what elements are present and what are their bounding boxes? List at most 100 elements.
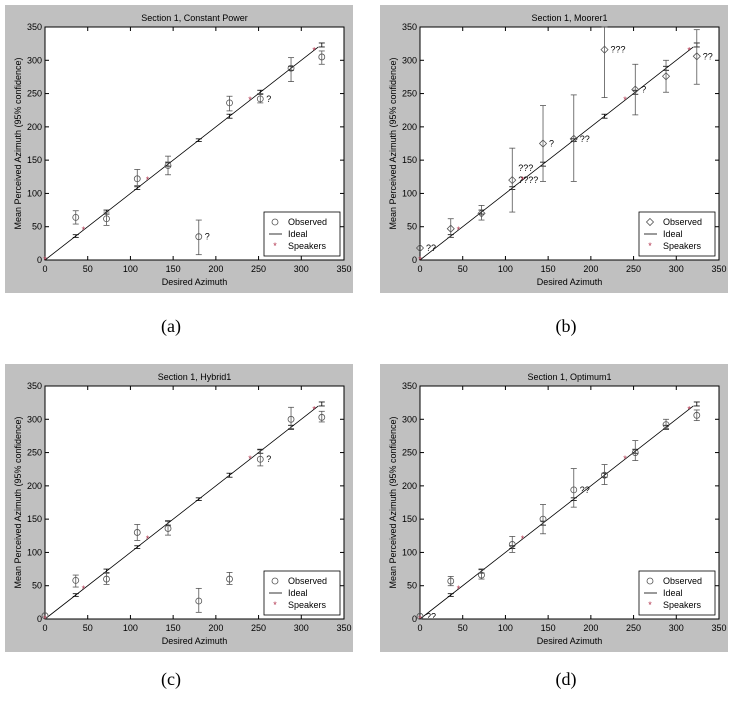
observed-point [570,486,578,494]
observed-point [256,95,264,103]
speaker-point: * [418,614,422,624]
speaker-point: * [248,454,252,464]
x-tick-label: 250 [251,623,266,633]
observed-point [103,215,110,223]
y-tick-label: 150 [27,155,42,165]
observed-point [600,45,609,54]
x-tick-label: 150 [541,264,556,274]
x-tick-label: 350 [711,623,726,633]
observed-point [318,413,326,421]
ideal-line [44,46,319,261]
observed-point [226,99,233,107]
observed-note: ?? [703,51,713,61]
speaker-point: * [82,225,86,235]
ideal-line [419,405,694,620]
speaker-point: * [457,584,461,594]
y-tick-label: 200 [27,122,42,132]
x-tick-label: 100 [498,264,513,274]
y-axis-label: Mean Perceived Azimuth (95% confidence) [388,57,398,229]
y-tick-label: 300 [402,414,417,424]
observed-note: ??? [518,163,533,173]
observed-point [477,209,486,218]
legend-speakers-label: Speakers [288,241,327,251]
speaker-point: * [82,584,86,594]
y-tick-label: 200 [27,481,42,491]
x-tick-label: 100 [498,623,513,633]
observed-point [164,525,172,532]
y-tick-label: 50 [32,581,42,591]
x-axis-label: Desired Azimuth [162,277,228,287]
speaker-point: * [623,454,627,464]
x-axis-label: Desired Azimuth [162,636,228,646]
observed-point [539,515,547,523]
observed-point [133,175,141,183]
observed-point [226,575,233,583]
y-tick-label: 100 [27,547,42,557]
y-tick-label: 350 [402,381,417,391]
observed-point [631,85,640,94]
observed-point [416,612,424,620]
legend-speakers-marker: * [648,600,652,610]
legend-observed-label: Observed [663,217,702,227]
caption-d: (d) [555,669,577,689]
observed-point [256,455,264,463]
observed-point [538,139,548,148]
observed-point [164,162,172,169]
x-tick-label: 250 [626,264,641,274]
observed-note: ?? [426,611,436,621]
chart-panel-c: Section 1, Hybrid1 0 50 100 150 200 250 300 350 0… [5,364,353,652]
observed-note: ???? [518,175,538,185]
legend-observed-label: Observed [288,217,327,227]
observed-point [661,72,671,81]
chart-svg: Section 1, Moorer1 0 50 100 150 200 250 300 350 0… [380,5,728,293]
y-axis-label: Mean Perceived Azimuth (95% confidence) [388,416,398,588]
y-tick-label: 50 [407,581,417,591]
speaker-point: * [418,255,422,265]
observed-note: ? [205,232,210,242]
y-tick-label: 350 [27,381,42,391]
observed-note: ? [266,454,271,464]
speaker-point: * [312,45,316,55]
legend-speakers-label: Speakers [288,600,327,610]
x-tick-label: 300 [294,623,309,633]
observed-note: ?? [580,134,590,144]
x-tick-label: 0 [42,623,47,633]
speaker-point: * [43,614,47,624]
caption-c: (c) [161,669,181,689]
y-tick-label: 300 [27,414,42,424]
observed-note: ? [266,94,271,104]
x-tick-label: 350 [336,264,351,274]
observed-point [41,612,49,620]
legend-speakers-label: Speakers [663,600,702,610]
y-tick-label: 0 [37,255,42,265]
observed-note: ?? [426,243,436,253]
y-tick-label: 350 [402,22,417,32]
legend-ideal-label: Ideal [663,229,683,239]
ideal-line [44,405,319,620]
x-tick-label: 200 [583,264,598,274]
legend-observed-marker [271,577,279,585]
x-tick-label: 200 [583,623,598,633]
y-tick-label: 300 [402,55,417,65]
observed-point [133,529,141,536]
observed-note: ? [641,85,646,95]
x-tick-label: 200 [208,623,223,633]
chart-title: Section 1, Constant Power [141,13,248,23]
y-tick-label: 150 [402,514,417,524]
x-axis-label: Desired Azimuth [537,277,603,287]
observed-point [693,411,701,419]
speaker-point: * [146,175,150,185]
x-tick-label: 150 [166,264,181,274]
chart-svg: Section 1, Constant Power 0 50 100 150 200 250… [5,5,353,293]
legend-observed-marker [645,217,655,227]
chart-svg: Section 1, Optimum1 0 50 100 150 200 250 300 350… [380,364,728,652]
y-tick-label: 50 [32,222,42,232]
legend-observed-marker [646,577,654,585]
chart-svg: Section 1, Hybrid1 0 50 100 150 200 250 300 350 0… [5,364,353,652]
x-tick-label: 0 [42,264,47,274]
x-tick-label: 150 [166,623,181,633]
x-tick-label: 100 [123,264,138,274]
x-tick-label: 50 [458,264,468,274]
caption-b: (b) [555,316,577,336]
legend-ideal-label: Ideal [663,588,683,598]
